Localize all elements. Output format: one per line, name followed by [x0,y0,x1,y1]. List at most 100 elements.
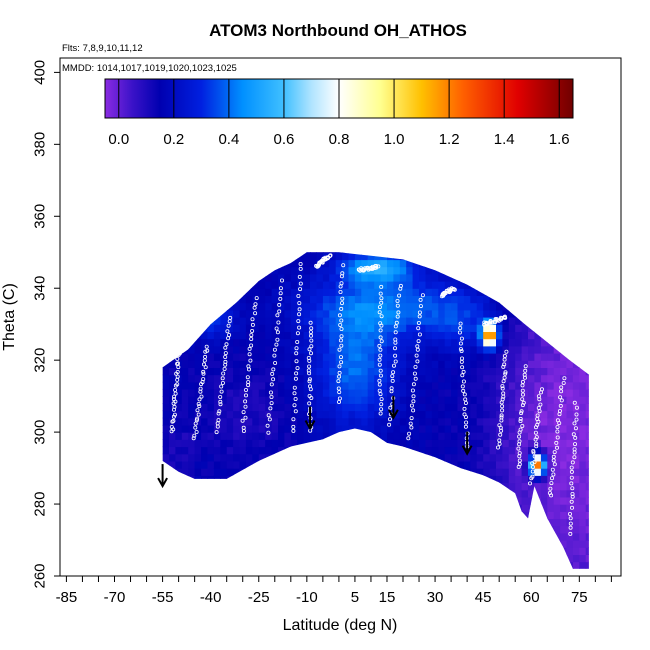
heatmap-cell [444,295,452,304]
heatmap-cell [297,367,305,376]
heatmap-cell [572,460,580,469]
heatmap-cell [483,302,491,311]
heatmap-cell [572,403,580,412]
data-point [568,525,573,530]
heatmap-cell [553,453,561,462]
heatmap-cell [553,374,561,383]
heatmap-cell [528,353,535,361]
heatmap-cell [508,432,516,440]
heatmap-cell [502,475,510,484]
heatmap-cell [169,403,176,412]
data-point [171,418,176,423]
heatmap-cell [329,295,337,304]
heatmap-cell [220,403,228,412]
heatmap-cell [258,288,266,296]
data-point [204,344,209,349]
heatmap-cell [489,439,497,448]
heatmap-cell [322,288,330,296]
heatmap-cell [284,295,292,304]
heatmap-cell [438,295,446,304]
heatmap-cell [431,396,439,404]
data-point [551,454,556,459]
heatmap-cell [444,302,452,311]
heatmap-cell [233,432,241,440]
heatmap-cell [162,367,170,376]
data-point [417,310,422,315]
heatmap-cell [233,453,241,462]
heatmap-cell [566,460,574,469]
heatmap-cell [457,317,465,325]
data-point [573,435,578,440]
heatmap-cell [374,345,382,354]
heatmap-cell [399,331,407,340]
heatmap-cell [252,338,260,347]
heatmap-cell [367,388,375,397]
heatmap-cell [540,367,548,376]
heatmap-cell [342,317,350,325]
heatmap-cell [188,374,196,383]
heatmap-cell [483,460,491,469]
heatmap-cell [502,410,510,419]
heatmap-cell [521,460,529,469]
heatmap-cell [476,424,484,433]
heatmap-cell [245,295,253,304]
heatmap-cell [470,460,478,469]
heatmap-cell [329,353,337,361]
heatmap-cell [515,496,523,505]
heatmap-cell [451,345,459,354]
heatmap-cell [489,309,497,318]
heatmap-cell [483,309,491,318]
heatmap-cell [521,453,529,462]
heatmap-cell [393,381,401,390]
heatmap-cell [579,388,587,397]
data-point [409,425,414,430]
heatmap-cell [566,475,574,484]
heatmap-cell [245,424,253,433]
heatmap-cell [483,403,491,412]
heatmap-cell [310,360,317,368]
heatmap-cell [566,367,574,376]
heatmap-cell [322,410,330,419]
heatmap-cell [438,324,446,332]
heatmap-cell [496,475,503,484]
heatmap-cell [566,410,574,419]
heatmap-cell [406,432,414,440]
heatmap-cell [354,396,362,404]
data-point [554,440,559,445]
heatmap-cell [457,396,465,404]
heatmap-cell [188,381,196,390]
heatmap-cell [284,396,292,404]
heatmap-cell [342,353,350,361]
data-point [292,403,297,408]
data-point [503,370,508,375]
data-point [378,328,383,333]
heatmap-cell [380,345,388,354]
heatmap-cell [194,460,202,469]
heatmap-cell [579,439,587,448]
heatmap-cell [201,388,209,397]
data-point [377,343,382,348]
heatmap-cell [431,360,439,368]
heatmap-cell [425,367,433,376]
heatmap-cell [284,266,292,275]
heatmap-cell [393,388,401,397]
heatmap-cell [342,403,350,412]
data-point [415,344,420,349]
heatmap-cell [239,360,247,368]
heatmap-cell [245,317,253,325]
heatmap-cell [470,468,478,476]
heatmap-cell [271,417,279,426]
heatmap-cell [521,482,529,491]
heatmap-cell [303,345,311,354]
heatmap-cell [374,360,382,368]
heatmap-cell [310,288,317,296]
heatmap-cell [213,424,221,433]
heatmap-cell [489,475,497,484]
data-point [521,400,526,405]
heatmap-cell [310,252,317,261]
heatmap-cell [579,554,587,563]
heatmap-cell [560,446,568,455]
heatmap-cell [361,353,369,361]
data-point [570,505,575,510]
heatmap-cell [496,324,503,332]
